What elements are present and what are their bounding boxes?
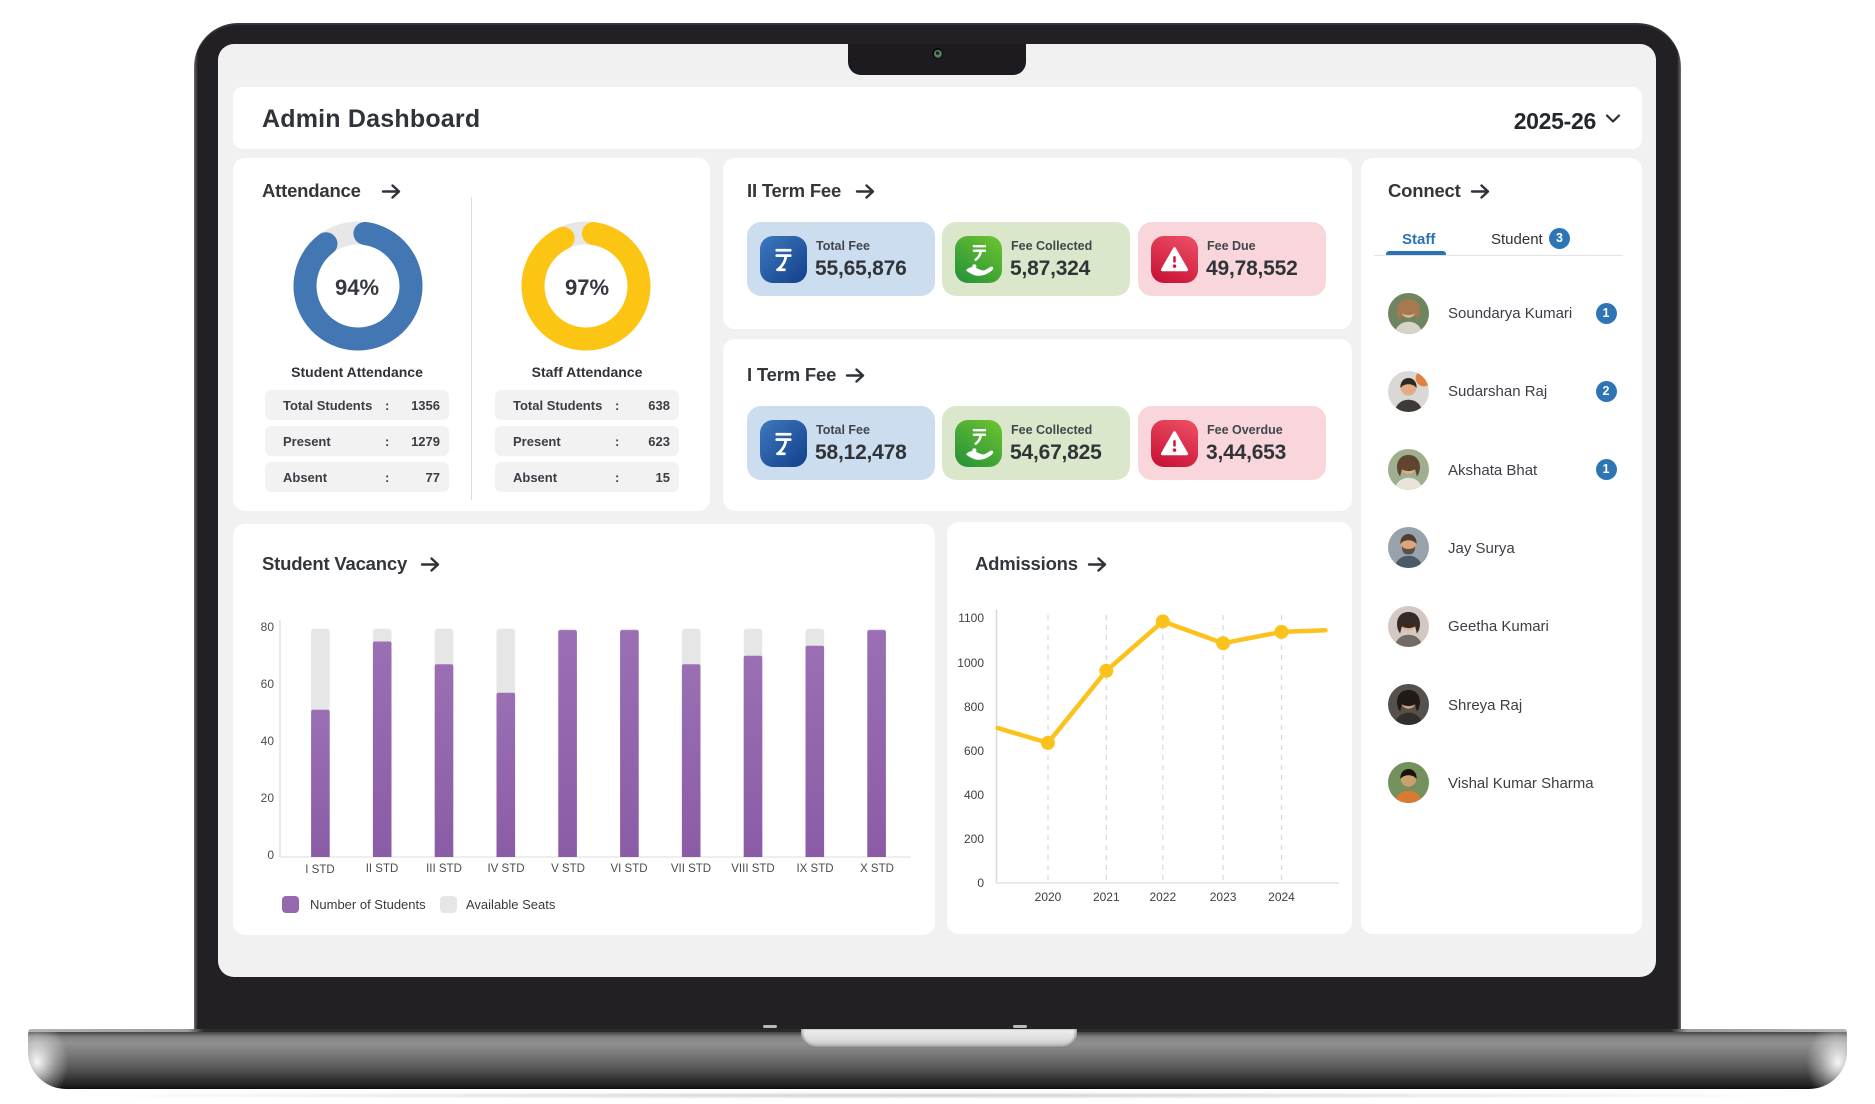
- svg-text:IX STD: IX STD: [796, 863, 833, 875]
- svg-text:2020: 2020: [1035, 890, 1062, 904]
- svg-text:0: 0: [977, 876, 984, 890]
- svg-text:20: 20: [261, 791, 275, 805]
- svg-text:II STD: II STD: [366, 863, 399, 875]
- svg-text:IV STD: IV STD: [487, 863, 524, 875]
- svg-text:2023: 2023: [1210, 890, 1237, 904]
- svg-text:80: 80: [261, 620, 275, 634]
- svg-text:60: 60: [261, 677, 275, 691]
- svg-text:VII STD: VII STD: [671, 863, 711, 875]
- svg-text:Available Seats: Available Seats: [466, 897, 556, 912]
- svg-text:III STD: III STD: [426, 863, 462, 875]
- svg-text:2021: 2021: [1093, 890, 1120, 904]
- svg-text:800: 800: [964, 700, 984, 714]
- svg-text:2022: 2022: [1149, 890, 1176, 904]
- svg-text:2024: 2024: [1268, 890, 1295, 904]
- svg-text:VIII STD: VIII STD: [731, 863, 774, 875]
- svg-text:VI STD: VI STD: [610, 863, 647, 875]
- svg-text:V STD: V STD: [551, 863, 585, 875]
- svg-text:40: 40: [261, 734, 275, 748]
- svg-text:X STD: X STD: [860, 863, 894, 875]
- svg-text:1100: 1100: [958, 611, 984, 625]
- svg-text:200: 200: [964, 832, 984, 846]
- svg-text:600: 600: [964, 744, 984, 758]
- svg-text:0: 0: [267, 848, 274, 862]
- svg-text:1000: 1000: [957, 656, 984, 670]
- svg-text:I STD: I STD: [305, 864, 334, 876]
- svg-text:400: 400: [964, 788, 984, 802]
- svg-text:Number of Students: Number of Students: [310, 897, 426, 912]
